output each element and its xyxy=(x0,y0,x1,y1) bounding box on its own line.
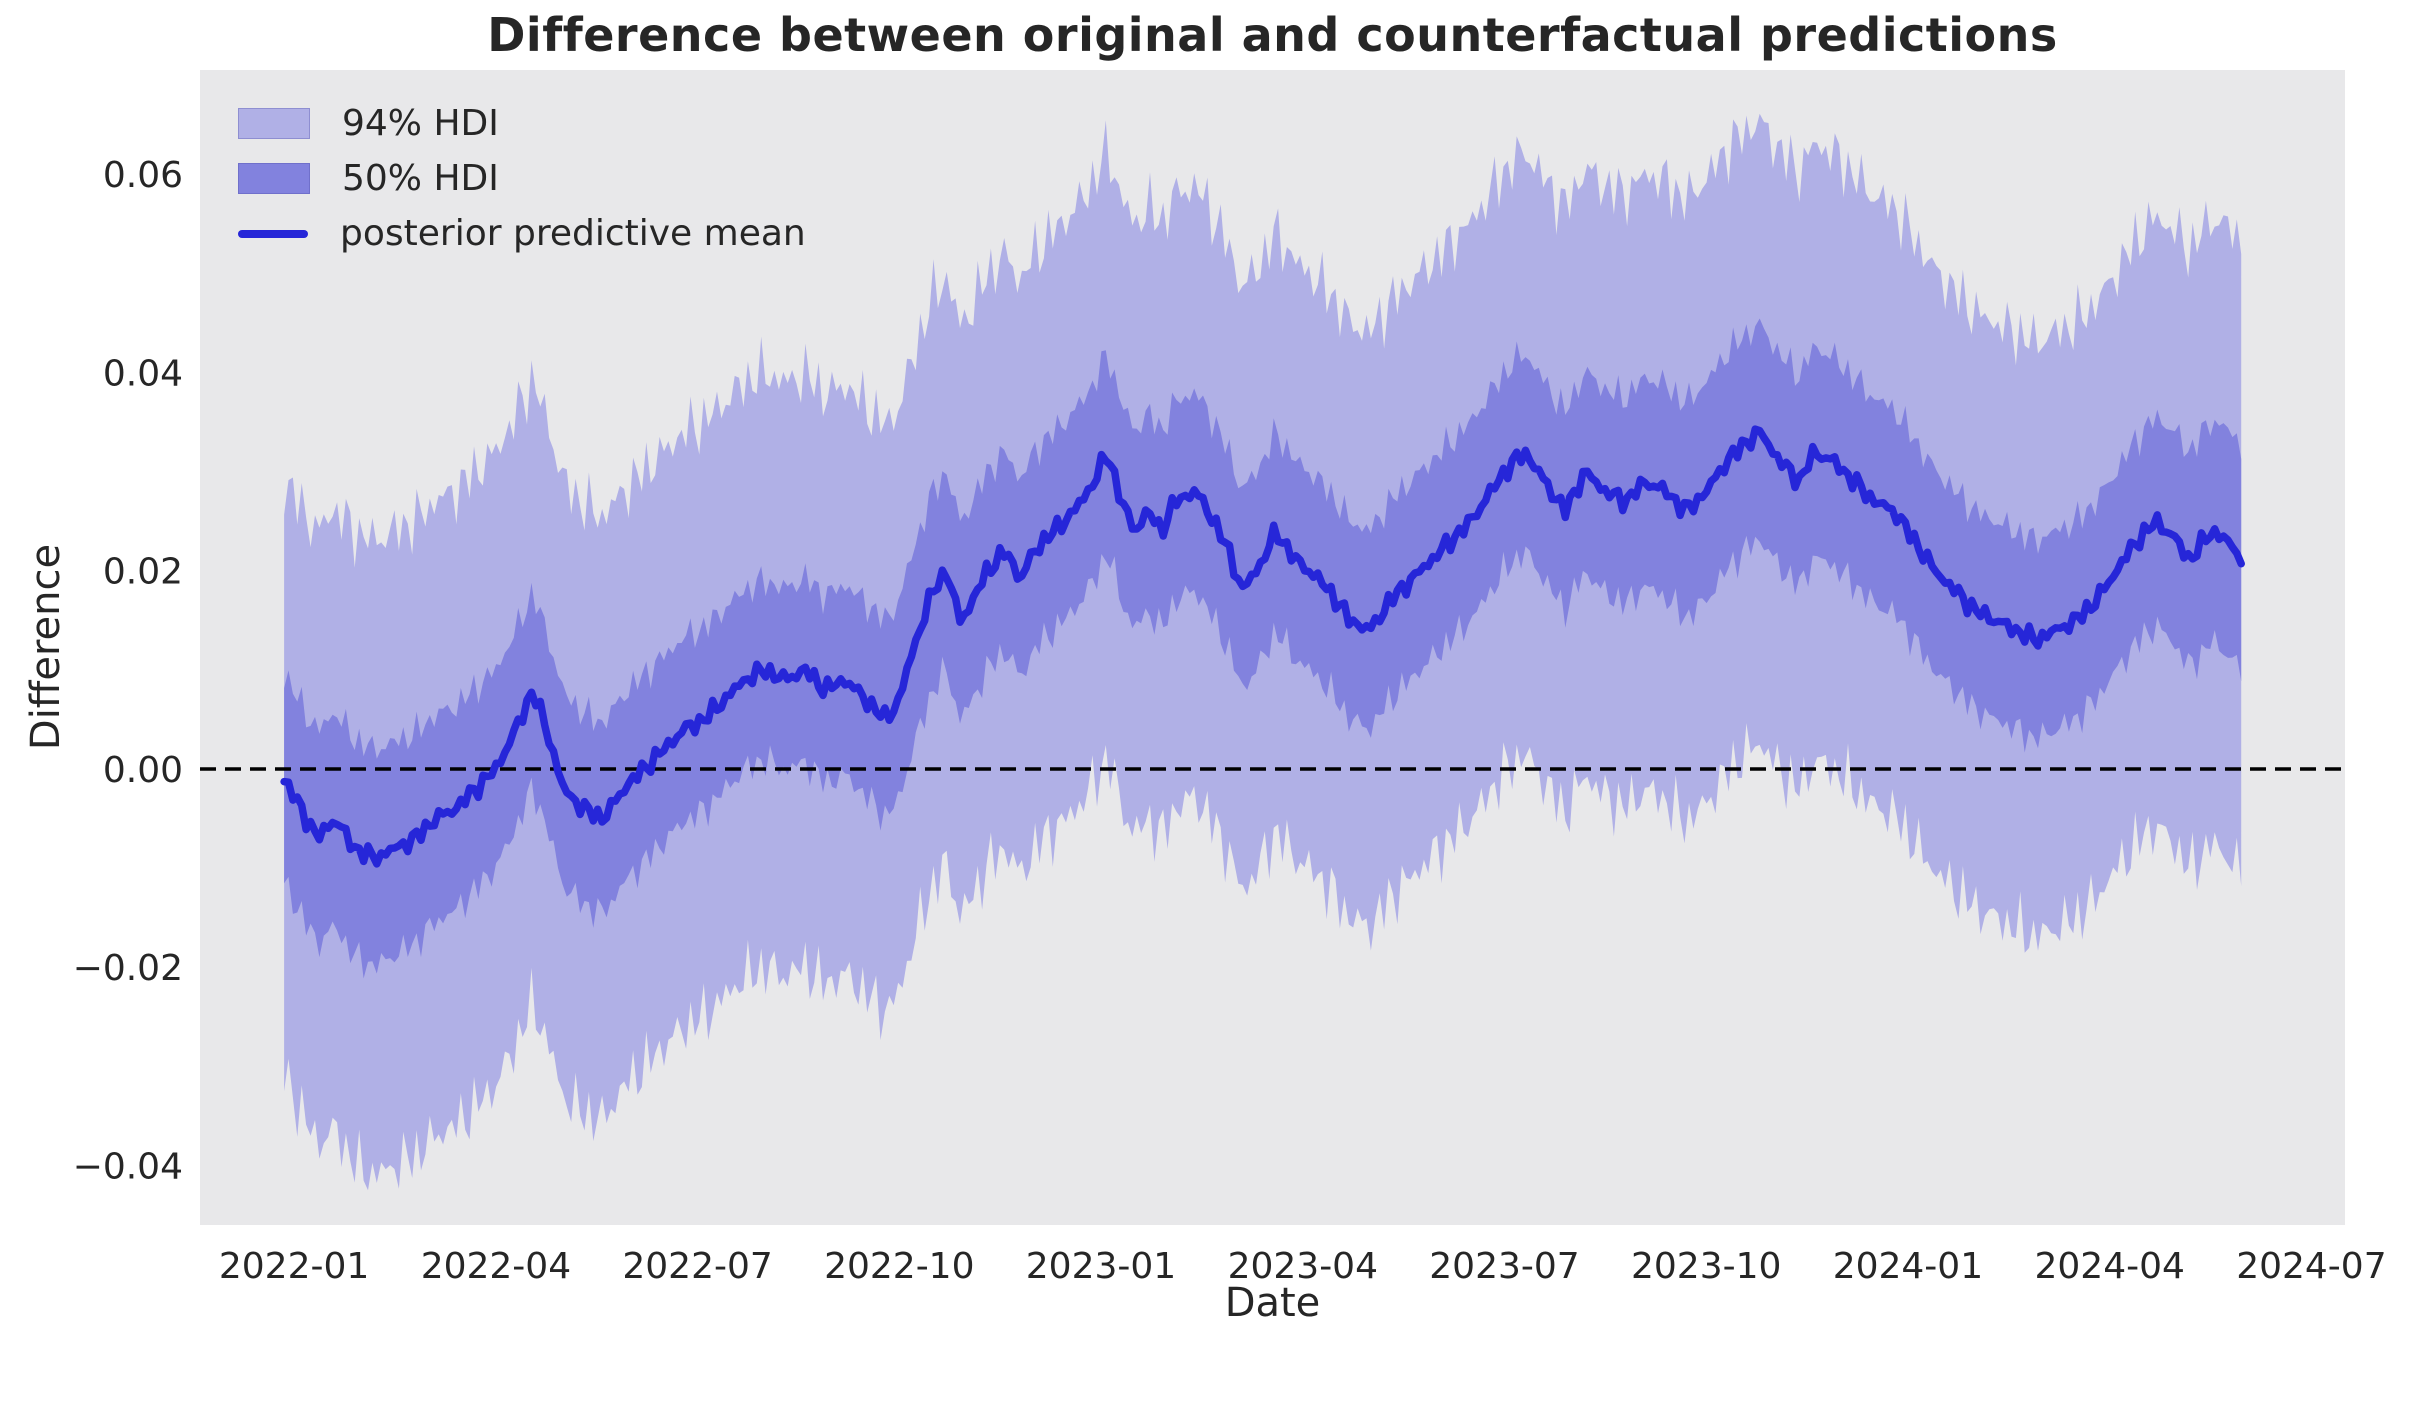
legend-item-94-hdi: 94% HDI xyxy=(238,96,806,151)
legend-label-50-hdi: 50% HDI xyxy=(342,158,499,199)
posterior-mean-line xyxy=(280,425,2245,868)
hdi50-band xyxy=(284,318,2242,979)
legend: 94% HDI 50% HDI posterior predictive mea… xyxy=(238,96,806,261)
x-tick-label: 2024-07 xyxy=(2236,1246,2386,1287)
legend-label-94-hdi: 94% HDI xyxy=(342,103,499,144)
x-tick-label: 2023-10 xyxy=(1631,1246,1781,1287)
y-tick-label: 0.06 xyxy=(103,155,183,196)
x-tick-label: 2024-04 xyxy=(2034,1246,2184,1287)
legend-item-50-hdi: 50% HDI xyxy=(238,151,806,206)
x-tick-label: 2023-01 xyxy=(1026,1246,1176,1287)
y-tick-label: −0.02 xyxy=(73,948,183,989)
y-tick-label: 0.02 xyxy=(103,552,183,593)
x-tick-label: 2022-07 xyxy=(622,1246,772,1287)
y-tick-label: 0.04 xyxy=(103,353,183,394)
hdi94-swatch-icon xyxy=(238,108,310,139)
x-tick-label: 2023-04 xyxy=(1228,1246,1378,1287)
x-axis-label: Date xyxy=(1224,1280,1321,1326)
y-tick-label: 0.00 xyxy=(103,750,183,791)
mean-line-swatch-icon xyxy=(238,229,308,238)
x-tick-label: 2023-07 xyxy=(1429,1246,1579,1287)
y-tick-label: −0.04 xyxy=(73,1147,183,1188)
x-tick-label: 2022-04 xyxy=(421,1246,571,1287)
legend-label-posterior-mean: posterior predictive mean xyxy=(340,213,806,254)
x-tick-label: 2024-01 xyxy=(1833,1246,1983,1287)
x-tick-label: 2022-10 xyxy=(824,1246,974,1287)
chart-title: Difference between original and counterf… xyxy=(487,8,2058,62)
y-axis-label: Difference xyxy=(23,543,69,751)
legend-item-posterior-mean: posterior predictive mean xyxy=(238,206,806,261)
x-tick-label: 2022-01 xyxy=(219,1246,369,1287)
hdi50-swatch-icon xyxy=(238,163,310,194)
